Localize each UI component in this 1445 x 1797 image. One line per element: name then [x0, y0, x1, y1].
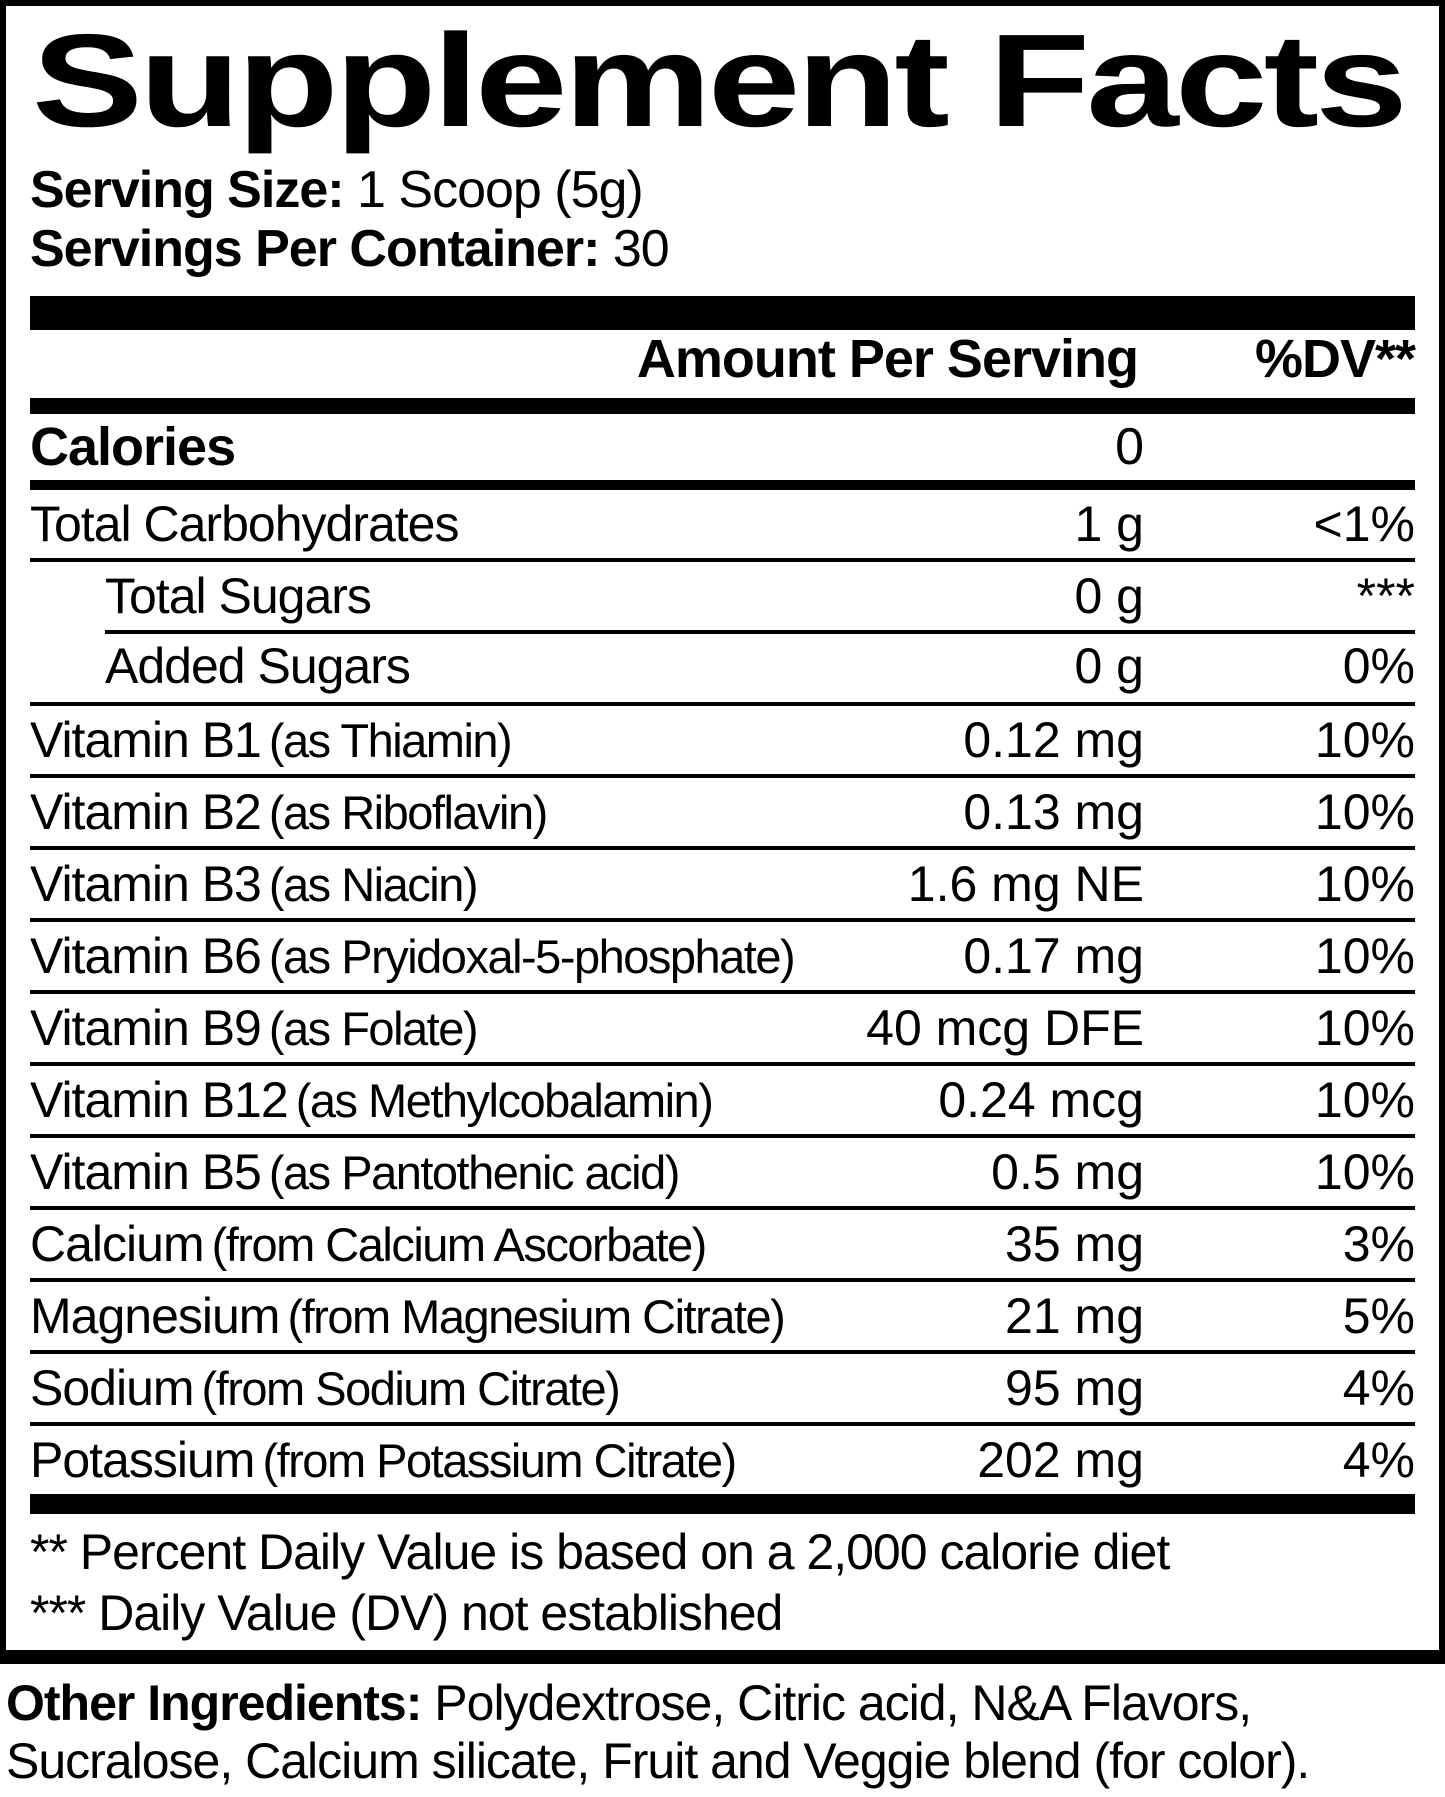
nutrient-dv: 10%	[1314, 712, 1415, 768]
nutrient-row: Vitamin B1 (as Thiamin) 0.12 mg 10%	[30, 702, 1415, 774]
footnote-dv: ** Percent Daily Value is based on a 2,0…	[30, 1524, 1170, 1580]
nutrient-name: Added Sugars	[105, 638, 411, 694]
nutrient-amount: 0.24 mcg	[938, 1072, 1144, 1128]
nutrient-dv: 10%	[1314, 1072, 1415, 1128]
nutrient-name: Vitamin B5 (as Pantothenic acid)	[30, 1144, 681, 1200]
other-ingredients-line1: Other Ingredients: Polydextrose, Citric …	[6, 1674, 1445, 1732]
nutrient-dv: 4%	[1342, 1432, 1415, 1488]
nutrient-row: Calcium (from Calcium Ascorbate) 35 mg 3%	[30, 1206, 1415, 1278]
other-ingredients-text1: Polydextrose, Citric acid, N&A Flavors,	[434, 1675, 1252, 1731]
footnote-dv-not-established: *** Daily Value (DV) not established	[30, 1585, 783, 1641]
nutrient-row: Magnesium (from Magnesium Citrate) 21 mg …	[30, 1278, 1415, 1350]
nutrient-row: Total Sugars 0 g ***	[30, 558, 1415, 630]
nutrient-amount: 0.17 mg	[963, 928, 1144, 984]
nutrient-name: Vitamin B9 (as Folate)	[30, 1000, 479, 1056]
nutrient-name: Sodium (from Sodium Citrate)	[30, 1360, 621, 1416]
nutrient-name: Potassium (from Potassium Citrate)	[30, 1432, 737, 1488]
serving-size-value: 1 Scoop (5g)	[357, 161, 644, 219]
nutrient-amount: 35 mg	[1005, 1216, 1144, 1272]
servings-per-container-label: Servings Per Container:	[30, 220, 600, 278]
nutrient-amount: 21 mg	[1005, 1288, 1144, 1344]
table-header-row: Amount Per Serving %DV**	[30, 329, 1416, 398]
other-ingredients: Other Ingredients: Polydextrose, Citric …	[6, 1674, 1445, 1790]
other-ingredients-label: Other Ingredients:	[6, 1675, 422, 1731]
nutrient-row: Vitamin B12 (as Methylcobalamin) 0.24 mcg…	[30, 1062, 1415, 1134]
nutrient-source: (as Thiamin)	[268, 714, 513, 767]
nutrient-dv: 3%	[1342, 1216, 1415, 1272]
nutrient-dv: 10%	[1314, 1144, 1415, 1200]
nutrient-source: (as Pantothenic acid)	[268, 1146, 681, 1199]
title-wrap: Supplement Facts	[30, 6, 1415, 162]
nutrient-dv: <1%	[1313, 496, 1415, 552]
servings-per-container-value: 30	[612, 220, 670, 278]
nutrient-dv: 10%	[1314, 856, 1415, 912]
nutrient-row: Vitamin B3 (as Niacin) 1.6 mg NE 10%	[30, 846, 1415, 918]
nutrient-row: Vitamin B6 (as Pryidoxal-5-phosphate) 0.1…	[30, 918, 1415, 990]
footnotes: ** Percent Daily Value is based on a 2,0…	[30, 1514, 1415, 1644]
nutrient-source: (as Riboflavin)	[268, 786, 548, 839]
nutrient-name: Vitamin B1 (as Thiamin)	[30, 712, 513, 768]
nutrient-source: (as Niacin)	[268, 858, 479, 911]
nutrient-source: (as Folate)	[268, 1002, 479, 1055]
nutrient-amount: 0.12 mg	[963, 712, 1144, 768]
calories-row: Calories 0	[30, 414, 1415, 480]
nutrient-source: (as Methylcobalamin)	[295, 1074, 714, 1127]
serving-size-line: Serving Size: 1 Scoop (5g)	[30, 162, 1415, 218]
nutrient-dv: 4%	[1342, 1360, 1415, 1416]
nutrient-row: Total Carbohydrates 1 g <1%	[30, 490, 1415, 558]
nutrient-row: Sodium (from Sodium Citrate) 95 mg 4%	[30, 1350, 1415, 1422]
nutrient-name: Total Sugars	[105, 568, 372, 624]
facts-panel: Supplement Facts Serving Size: 1 Scoop (…	[0, 0, 1445, 1664]
nutrient-amount: 0 g	[1074, 638, 1144, 694]
nutrient-row: Added Sugars 0 g 0%	[30, 630, 1415, 702]
nutrient-row: Vitamin B2 (as Riboflavin) 0.13 mg 10%	[30, 774, 1415, 846]
other-ingredients-text2: Sucralose, Calcium silicate, Fruit and V…	[6, 1733, 1310, 1789]
nutrient-amount: 0 g	[1074, 568, 1144, 624]
nutrient-source: (from Magnesium Citrate)	[287, 1290, 785, 1343]
nutrient-name: Vitamin B2 (as Riboflavin)	[30, 784, 548, 840]
nutrient-source: (from Sodium Citrate)	[201, 1362, 621, 1415]
amount-per-serving-header: Amount Per Serving	[636, 329, 1139, 389]
nutrient-amount: 0	[1115, 418, 1144, 476]
nutrient-amount: 95 mg	[1005, 1360, 1144, 1416]
nutrient-name: Magnesium (from Magnesium Citrate)	[30, 1288, 786, 1344]
nutrient-amount: 0.13 mg	[963, 784, 1144, 840]
nutrient-dv: 10%	[1314, 784, 1415, 840]
percent-dv-header: %DV**	[1254, 329, 1416, 389]
nutrient-dv: 10%	[1314, 928, 1415, 984]
nutrient-row: Potassium (from Potassium Citrate) 202 mg…	[30, 1422, 1415, 1494]
nutrient-dv: 10%	[1314, 1000, 1415, 1056]
nutrient-row: Vitamin B5 (as Pantothenic acid) 0.5 mg 1…	[30, 1134, 1415, 1206]
divider-bar-footnote	[30, 1494, 1415, 1514]
servings-per-container-line: Servings Per Container: 30	[30, 218, 1415, 280]
nutrient-source: (from Potassium Citrate)	[262, 1434, 737, 1487]
nutrient-name: Calcium (from Calcium Ascorbate)	[30, 1216, 708, 1272]
nutrient-amount: 40 mcg DFE	[866, 1000, 1144, 1056]
nutrient-amount: 0.5 mg	[991, 1144, 1144, 1200]
nutrient-dv: 0%	[1342, 638, 1415, 694]
nutrient-amount: 202 mg	[977, 1432, 1144, 1488]
nutrient-source: (as Pryidoxal-5-phosphate)	[268, 930, 796, 983]
nutrient-name: Calories	[30, 417, 236, 477]
nutrient-dv: ***	[1356, 568, 1415, 624]
nutrient-row: Vitamin B9 (as Folate) 40 mcg DFE 10%	[30, 990, 1415, 1062]
divider-bar-thick	[30, 296, 1415, 330]
nutrient-name: Vitamin B3 (as Niacin)	[30, 856, 479, 912]
divider-bar-thin	[30, 480, 1415, 490]
nutrient-name: Total Carbohydrates	[30, 496, 459, 552]
nutrient-dv: 5%	[1342, 1288, 1415, 1344]
nutrient-source: (from Calcium Ascorbate)	[211, 1218, 708, 1271]
serving-size-label: Serving Size:	[30, 161, 345, 219]
spacer	[30, 280, 1415, 296]
other-ingredients-line2: Sucralose, Calcium silicate, Fruit and V…	[6, 1732, 1445, 1790]
page-title: Supplement Facts	[32, 7, 1408, 154]
nutrient-amount: 1 g	[1074, 496, 1144, 552]
nutrient-name: Vitamin B6 (as Pryidoxal-5-phosphate)	[30, 928, 796, 984]
divider-bar-medium	[30, 398, 1415, 414]
nutrient-name: Vitamin B12 (as Methylcobalamin)	[30, 1072, 714, 1128]
nutrient-amount: 1.6 mg NE	[907, 856, 1144, 912]
